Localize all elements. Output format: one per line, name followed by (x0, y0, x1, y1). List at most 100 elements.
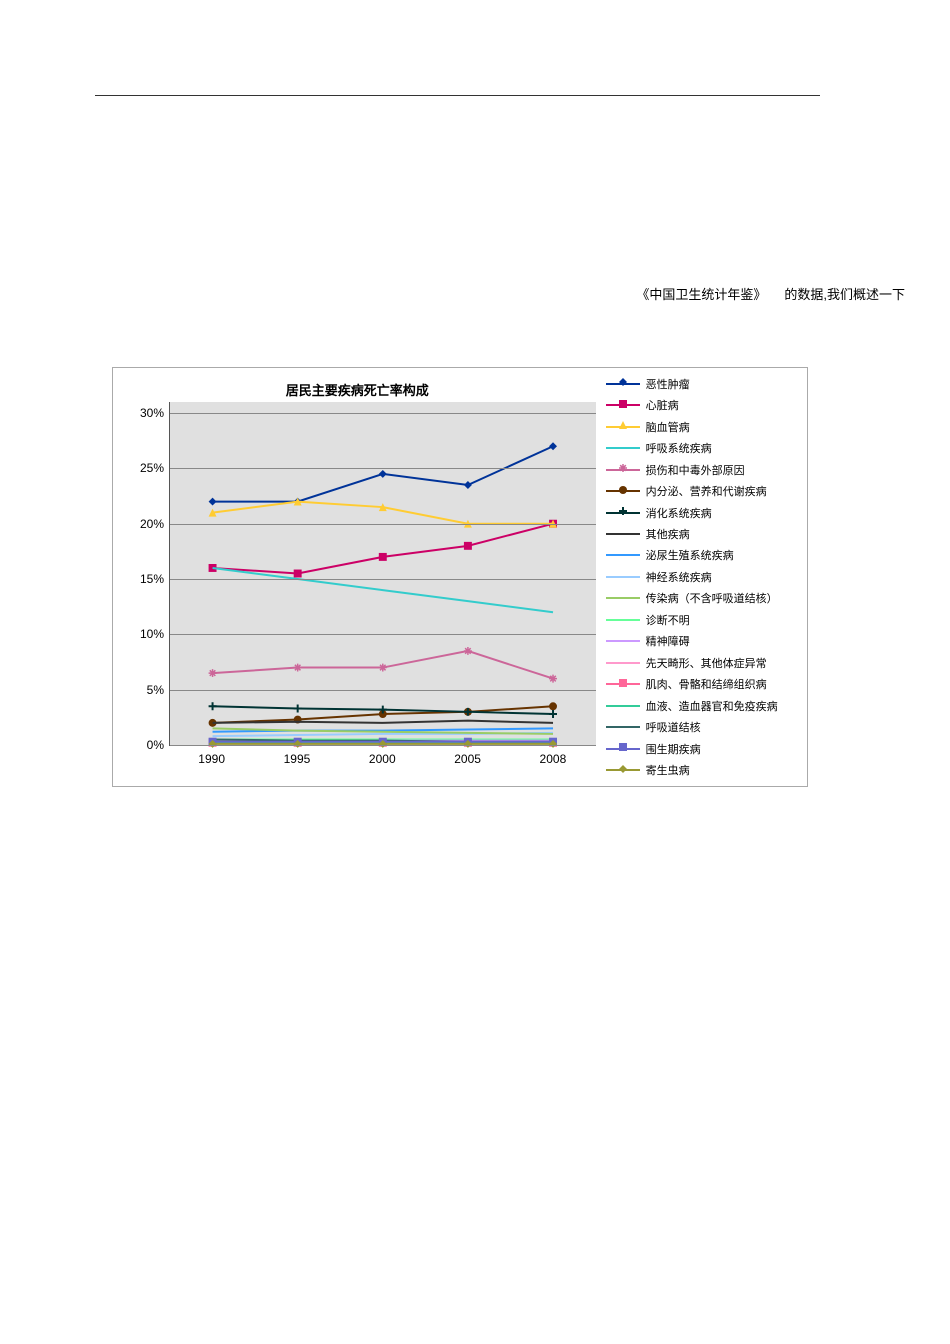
chart-gridline (170, 468, 596, 469)
legend-item: 心脏病 (606, 395, 803, 414)
legend-swatch (606, 527, 640, 541)
legend-item: 血液、造血器官和免疫疾病 (606, 696, 803, 715)
chart-series-marker (464, 481, 472, 489)
chart-gridline (170, 579, 596, 580)
legend-label: 传染病（不含呼吸道结核） (646, 590, 803, 606)
legend-label: 精神障碍 (646, 633, 803, 649)
legend-item: 神经系统疾病 (606, 567, 803, 586)
chart-plot-area: 居民主要疾病死亡率构成 0%5%10%15%20%25%30% 19901995… (113, 368, 602, 786)
chart-title: 居民主要疾病死亡率构成 (286, 380, 429, 399)
legend-item: 呼吸系统疾病 (606, 438, 803, 457)
chart-x-label: 2005 (454, 752, 481, 766)
legend-swatch (606, 506, 640, 520)
legend-swatch (606, 677, 640, 691)
legend-item: 寄生虫病 (606, 760, 803, 779)
legend-swatch (606, 656, 640, 670)
chart-series-marker (549, 442, 557, 450)
legend-swatch (606, 463, 640, 477)
legend-swatch (606, 763, 640, 777)
chart-series-marker (294, 705, 302, 713)
reference-suffix: 的数据,我们概述一下 (784, 284, 905, 303)
reference-source: 《中国卫生统计年鉴》 (636, 284, 766, 303)
chart-plot-inner: 0%5%10%15%20%25%30% (169, 402, 596, 746)
legend-swatch (606, 699, 640, 713)
chart-series-marker (549, 702, 557, 710)
chart-series-line (213, 568, 553, 612)
legend-label: 损伤和中毒外部原因 (646, 462, 803, 478)
legend-swatch (606, 634, 640, 648)
chart-series-marker (209, 498, 217, 506)
legend-label: 呼吸道结核 (646, 719, 803, 735)
chart-x-label: 1995 (284, 752, 311, 766)
legend-swatch (606, 742, 640, 756)
legend-label: 寄生虫病 (646, 762, 803, 778)
chart-y-label: 20% (140, 517, 164, 531)
legend-swatch (606, 720, 640, 734)
legend-swatch (606, 377, 640, 391)
chart-y-label: 30% (140, 406, 164, 420)
chart-series-marker (379, 664, 387, 672)
chart-y-label: 5% (147, 683, 164, 697)
legend-item: 恶性肿瘤 (606, 374, 803, 393)
legend-item: 消化系统疾病 (606, 503, 803, 522)
chart-legend: 恶性肿瘤心脏病脑血管病呼吸系统疾病损伤和中毒外部原因内分泌、营养和代谢疾病消化系… (602, 368, 807, 786)
legend-swatch (606, 548, 640, 562)
legend-swatch (606, 591, 640, 605)
legend-swatch (606, 613, 640, 627)
chart-lines-svg (170, 402, 596, 745)
legend-swatch (606, 484, 640, 498)
legend-label: 诊断不明 (646, 612, 803, 628)
legend-item: 传染病（不含呼吸道结核） (606, 589, 803, 608)
chart-series-marker (294, 570, 302, 578)
chart-gridline (170, 690, 596, 691)
page-horizontal-rule (95, 95, 820, 96)
chart-series-marker (549, 675, 557, 683)
legend-item: 损伤和中毒外部原因 (606, 460, 803, 479)
chart-series-marker (209, 702, 217, 710)
chart-gridline (170, 634, 596, 635)
legend-label: 血液、造血器官和免疫疾病 (646, 698, 803, 714)
legend-label: 脑血管病 (646, 419, 803, 435)
chart-y-label: 25% (140, 461, 164, 475)
mortality-chart: 居民主要疾病死亡率构成 0%5%10%15%20%25%30% 19901995… (112, 367, 808, 787)
legend-item: 泌尿生殖系统疾病 (606, 546, 803, 565)
legend-label: 消化系统疾病 (646, 505, 803, 521)
legend-item: 呼吸道结核 (606, 718, 803, 737)
chart-x-label: 2008 (540, 752, 567, 766)
chart-x-label: 2000 (369, 752, 396, 766)
legend-label: 肌肉、骨骼和结缔组织病 (646, 676, 803, 692)
legend-item: 其他疾病 (606, 524, 803, 543)
legend-label: 围生期疾病 (646, 741, 803, 757)
legend-swatch (606, 398, 640, 412)
legend-label: 先天畸形、其他体症异常 (646, 655, 803, 671)
legend-label: 泌尿生殖系统疾病 (646, 547, 803, 563)
legend-label: 呼吸系统疾病 (646, 440, 803, 456)
chart-series-marker (379, 470, 387, 478)
legend-item: 诊断不明 (606, 610, 803, 629)
legend-item: 精神障碍 (606, 632, 803, 651)
chart-y-label: 0% (147, 738, 164, 752)
legend-label: 恶性肿瘤 (646, 376, 803, 392)
chart-x-axis-labels: 1990 1995 2000 2005 2008 (169, 752, 596, 772)
legend-item: 肌肉、骨骼和结缔组织病 (606, 675, 803, 694)
legend-label: 其他疾病 (646, 526, 803, 542)
legend-swatch (606, 570, 640, 584)
legend-label: 心脏病 (646, 397, 803, 413)
legend-swatch (606, 420, 640, 434)
chart-gridline (170, 745, 596, 746)
chart-series-marker (464, 542, 472, 550)
chart-series-marker (379, 553, 387, 561)
chart-y-label: 15% (140, 572, 164, 586)
legend-label: 内分泌、营养和代谢疾病 (646, 483, 803, 499)
reference-text: 《中国卫生统计年鉴》 的数据,我们概述一下 (636, 284, 905, 303)
chart-gridline (170, 413, 596, 414)
chart-y-label: 10% (140, 627, 164, 641)
chart-series-marker (209, 669, 217, 677)
chart-series-marker (549, 710, 557, 718)
legend-item: 围生期疾病 (606, 739, 803, 758)
chart-gridline (170, 524, 596, 525)
chart-x-label: 1990 (198, 752, 225, 766)
chart-series-line (213, 524, 553, 574)
chart-series-marker (294, 664, 302, 672)
legend-label: 神经系统疾病 (646, 569, 803, 585)
